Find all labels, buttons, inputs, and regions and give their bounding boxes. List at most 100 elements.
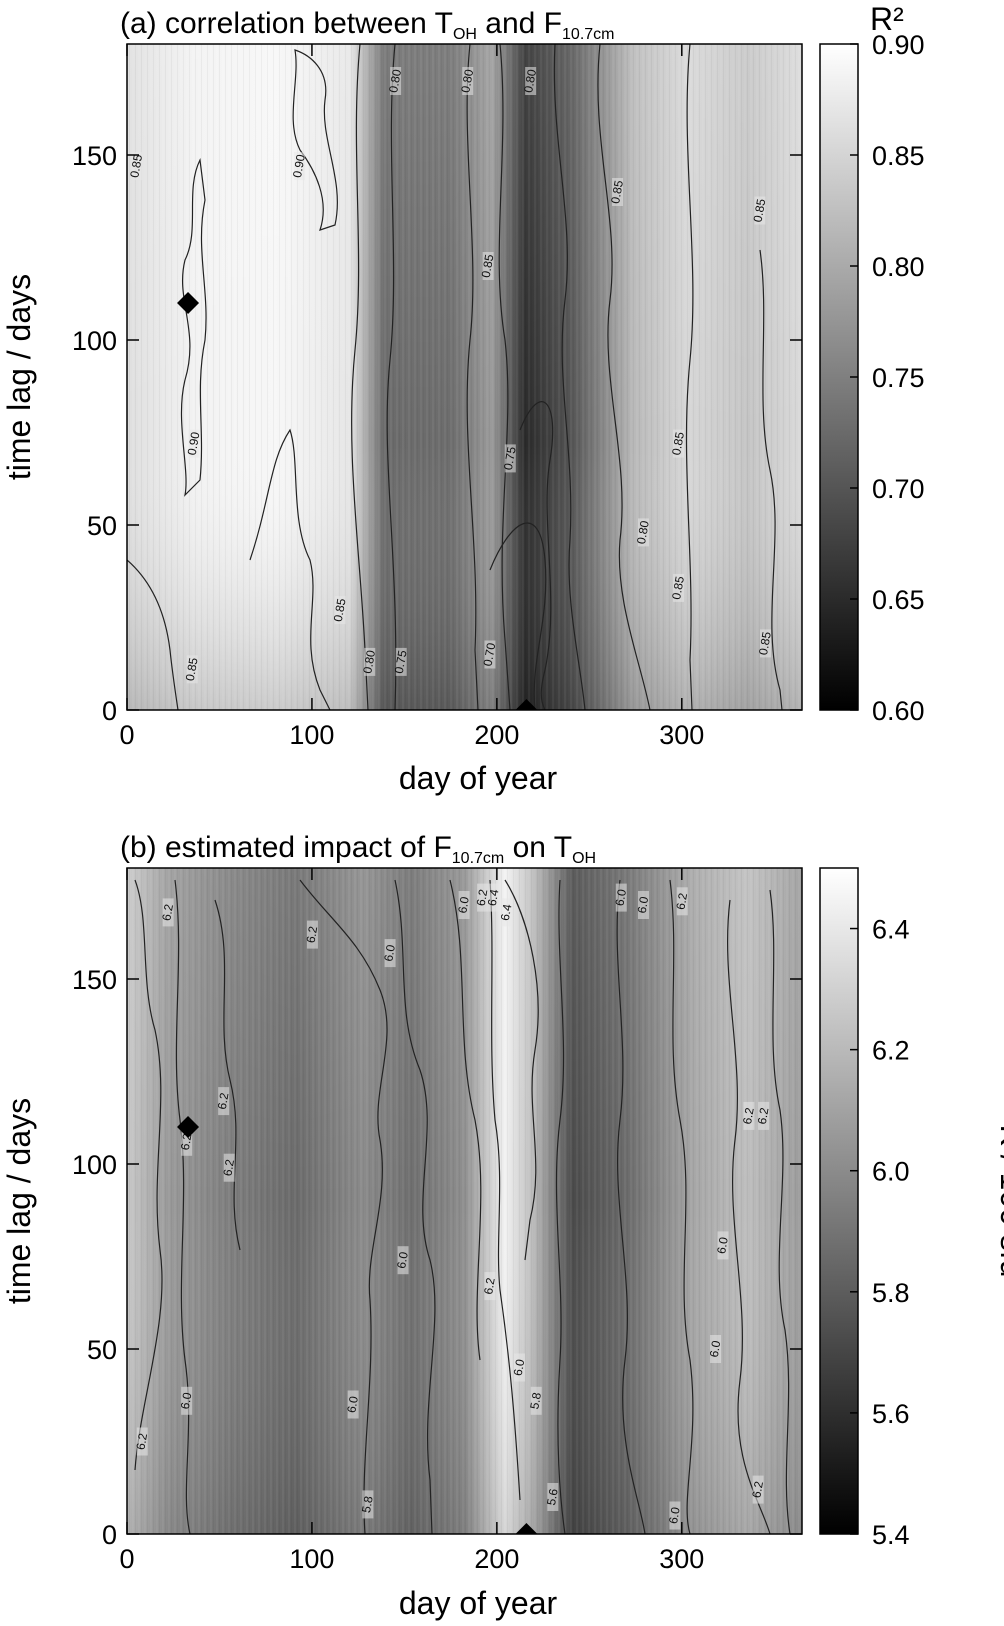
title-b-mid: on T — [504, 831, 572, 864]
contour-label: 6.2 — [481, 1276, 498, 1295]
heatmap-b: 6.26.26.06.0 6.26.46.46.0 6.0 6.26.26.26.26… — [127, 868, 802, 1534]
contour-label-bg — [293, 152, 305, 181]
contour-label: 0.85 — [669, 431, 687, 457]
colorbar-b — [819, 867, 859, 1535]
contour-label: 6.2 — [220, 1158, 237, 1177]
contour-label-bg — [754, 196, 766, 225]
contour-label-bg — [760, 629, 772, 658]
title-a: (a) correlation between TOH and F10.7cm — [120, 7, 614, 43]
x-tick-label: 300 — [659, 720, 704, 750]
diamond-marker — [515, 1523, 538, 1534]
contour-label: 6.2 — [474, 888, 491, 907]
colorbar-tick-label: 0.65 — [872, 585, 925, 615]
contour-label: 0.80 — [634, 519, 652, 545]
contour-label: 6.2 — [178, 1132, 195, 1151]
colorbar-tick-label: 0.85 — [872, 141, 925, 171]
colorbar-a-ticks: 0.90 0.85 0.80 0.75 0.70 0.65 0.60 — [850, 30, 925, 726]
contour-label-bg — [477, 883, 489, 912]
colorbar-tick-label: 0.90 — [872, 30, 925, 60]
contour-label: 6.0 — [612, 888, 629, 907]
y-tick-label: 150 — [72, 965, 117, 995]
contour-label-bg — [637, 518, 649, 547]
contour-label-bg — [488, 883, 500, 912]
ylabel-a: time lag / days — [1, 274, 37, 480]
contour-label-bg — [181, 1386, 193, 1415]
markers-b — [177, 1116, 538, 1534]
contour-label: 6.0 — [707, 1339, 724, 1358]
contour-label-bg — [306, 920, 318, 949]
contour-label-bg — [482, 252, 494, 280]
contours-b — [134, 879, 791, 1534]
contour-label: 6.4 — [485, 888, 502, 907]
contours-a — [127, 44, 783, 710]
contour-label: 6.0 — [178, 1391, 195, 1410]
y-tick-label: 150 — [72, 141, 117, 171]
contour-label: 0.80 — [360, 649, 378, 675]
contour-label: 6.2 — [215, 1091, 232, 1110]
contour-label: 0.90 — [290, 153, 308, 179]
contour-label-bg — [186, 655, 198, 684]
contour-label-bg — [514, 1353, 526, 1382]
contour-label-bg — [131, 152, 143, 181]
contour-label: 6.2 — [159, 903, 176, 922]
contour-label: 5.6 — [544, 1487, 561, 1506]
contour-label-bg — [390, 67, 402, 95]
contour-label: 0.85 — [756, 630, 774, 656]
contour-label: 6.0 — [394, 1250, 411, 1269]
title-a-sub1: OH — [453, 26, 477, 43]
diamond-marker — [515, 699, 538, 710]
contour-label: 6.0 — [344, 1395, 361, 1414]
colorbar-tick-label: 5.4 — [872, 1520, 910, 1550]
title-b-sub2: OH — [572, 850, 596, 867]
contour-label-bg — [530, 1386, 542, 1415]
contour-label: 6.0 — [635, 895, 652, 914]
contour-label: 6.2 — [304, 925, 321, 944]
y-tick-label: 50 — [87, 1335, 117, 1365]
y-tick-label: 100 — [72, 1150, 117, 1180]
contour-label: 0.75 — [392, 649, 410, 675]
colorbar-b-ticks: 6.4 6.2 6.0 5.8 5.6 5.4 — [850, 915, 910, 1550]
y-tick-label: 0 — [102, 696, 117, 726]
title-b-sub1: 10.7cm — [452, 850, 504, 867]
contour-label: 6.4 — [498, 903, 515, 922]
colorbar-tick-label: 5.6 — [872, 1399, 910, 1429]
contour-label: 6.0 — [455, 895, 472, 914]
contour-label: 5.8 — [359, 1495, 376, 1514]
contour-label-bg — [669, 1501, 681, 1530]
contour-label: 0.90 — [185, 431, 203, 457]
contour-label: 0.80 — [458, 68, 476, 94]
x-tick-label: 100 — [289, 720, 334, 750]
contour-label-bg — [364, 647, 376, 676]
colorbar-tick-label: 0.80 — [872, 252, 925, 282]
colorbar-tick-label: 5.8 — [872, 1278, 910, 1308]
ylabel-b: time lag / days — [1, 1098, 37, 1304]
x-tick-label: 0 — [119, 720, 134, 750]
contour-label-bg — [673, 429, 685, 458]
contour-label: 5.8 — [527, 1391, 544, 1410]
contour-label-bg — [504, 444, 516, 473]
contour-label: 0.85 — [751, 197, 769, 223]
contour-label-bg — [462, 67, 474, 95]
xlabel-b: day of year — [399, 1585, 558, 1621]
contour-label: 0.85 — [479, 253, 497, 279]
title-b-pre: (b) estimated impact of F — [120, 831, 452, 864]
contour-label: 6.2 — [673, 892, 690, 911]
heatmap-a: 0.85 0.90 0.80 0.80 0.80 0.85 0.85 0.85 0.90 0.75… — [127, 44, 802, 710]
contour-label: 0.85 — [127, 153, 145, 179]
contour-label: 6.2 — [749, 1480, 766, 1499]
contour-label: 6.2 — [740, 1106, 757, 1125]
contour-label: 0.85 — [608, 179, 626, 205]
contour-label-bg — [547, 1483, 559, 1511]
contour-label: 6.2 — [133, 1432, 150, 1451]
x-tick-label: 0 — [119, 1544, 134, 1574]
panel-a: (a) correlation between TOH and F10.7cm — [1, 1, 925, 796]
contour-label-bg — [743, 1101, 755, 1130]
contour-label-bg — [384, 939, 396, 968]
plot-frame-a — [126, 43, 803, 711]
contour-label-bg — [334, 596, 346, 625]
contour-label-bg — [395, 647, 407, 676]
contour-label: 6.0 — [714, 1236, 731, 1255]
contour-label: 0.75 — [501, 445, 519, 471]
panel-b: (b) estimated impact of F10.7cm on TOH — [1, 831, 1004, 1621]
